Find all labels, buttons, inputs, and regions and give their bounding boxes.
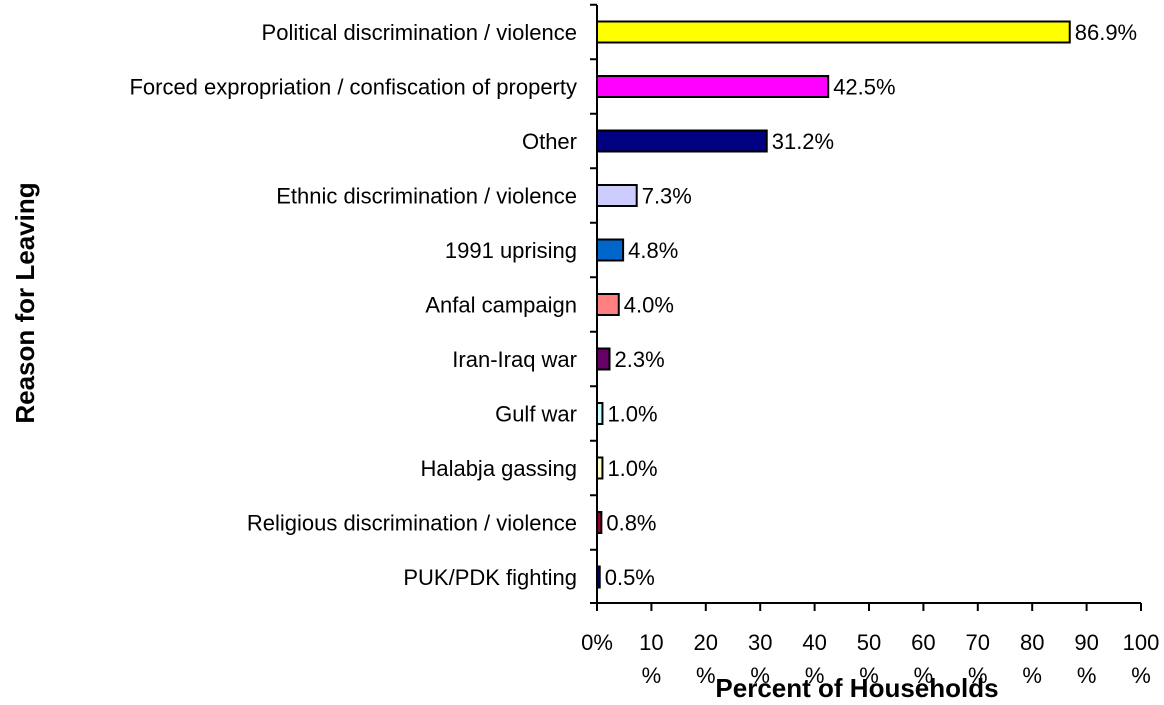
x-tick-label-unit: % xyxy=(805,663,825,688)
data-labels: 86.9% 42.5% 31.2% 7.3% 4.8% 4.0% 2.3% 1.0% 1.0% 0… xyxy=(605,20,1137,590)
data-label: 4.0% xyxy=(624,293,674,318)
y-axis-title: Reason for Leaving xyxy=(10,182,40,423)
x-tick-label: 50 xyxy=(857,630,881,655)
data-label: 31.2% xyxy=(772,129,834,154)
x-axis-title: Percent of Households xyxy=(715,673,998,703)
category-label: Iran-Iraq war xyxy=(452,347,577,372)
bar xyxy=(596,75,830,98)
category-labels: Political discrimination / violence Force… xyxy=(129,20,577,590)
category-label: Gulf war xyxy=(495,402,577,427)
x-tick-label-unit: % xyxy=(642,663,662,688)
category-label: Forced expropriation / confiscation of p… xyxy=(129,75,577,100)
data-label: 42.5% xyxy=(833,75,895,100)
data-label: 1.0% xyxy=(607,456,657,481)
category-label: Halabja gassing xyxy=(420,456,577,481)
x-tick-label: 60 xyxy=(911,630,935,655)
x-tick-label: 80 xyxy=(1020,630,1044,655)
category-label: Ethnic discrimination / violence xyxy=(276,184,577,209)
bar xyxy=(596,20,1071,44)
x-tick-label-unit: % xyxy=(859,663,879,688)
category-label: Political discrimination / violence xyxy=(262,20,577,45)
data-label: 2.3% xyxy=(615,347,665,372)
x-tick-label: 20 xyxy=(694,630,718,655)
data-label: 0.5% xyxy=(605,565,655,590)
bar xyxy=(596,184,638,207)
data-label: 7.3% xyxy=(642,184,692,209)
x-tick-label-unit: % xyxy=(1022,663,1042,688)
bar xyxy=(596,293,620,316)
category-label: Religious discrimination / violence xyxy=(247,511,577,536)
x-tick-label-unit: % xyxy=(696,663,716,688)
bar xyxy=(596,129,768,153)
x-tick-label: 90 xyxy=(1074,630,1098,655)
x-tick-label-unit: % xyxy=(1077,663,1097,688)
x-tick-label: 70 xyxy=(966,630,990,655)
category-label: PUK/PDK fighting xyxy=(403,565,577,590)
x-tick-label-unit: % xyxy=(968,663,988,688)
x-tick-label-unit: % xyxy=(914,663,934,688)
x-axis-ticks: 0% 10% 20% 30% 40% 50% 60% 70% 80% 90% 100% xyxy=(581,3,1160,688)
data-label: 86.9% xyxy=(1075,20,1137,45)
x-tick-label: 40 xyxy=(802,630,826,655)
x-tick-label: 30 xyxy=(748,630,772,655)
x-tick-label-unit: % xyxy=(1131,663,1151,688)
data-label: 4.8% xyxy=(628,238,678,263)
data-label: 0.8% xyxy=(606,511,656,536)
category-label: Other xyxy=(522,129,577,154)
bar xyxy=(596,347,611,371)
x-tick-label-unit: % xyxy=(750,663,770,688)
data-label: 1.0% xyxy=(607,402,657,427)
x-tick-label: 100 xyxy=(1123,630,1160,655)
x-tick-label: 10 xyxy=(639,630,663,655)
x-tick-label: 0% xyxy=(581,630,613,655)
category-label: Anfal campaign xyxy=(425,293,577,318)
bar xyxy=(596,238,625,262)
bars-group xyxy=(596,20,1071,589)
category-label: 1991 uprising xyxy=(445,238,577,263)
